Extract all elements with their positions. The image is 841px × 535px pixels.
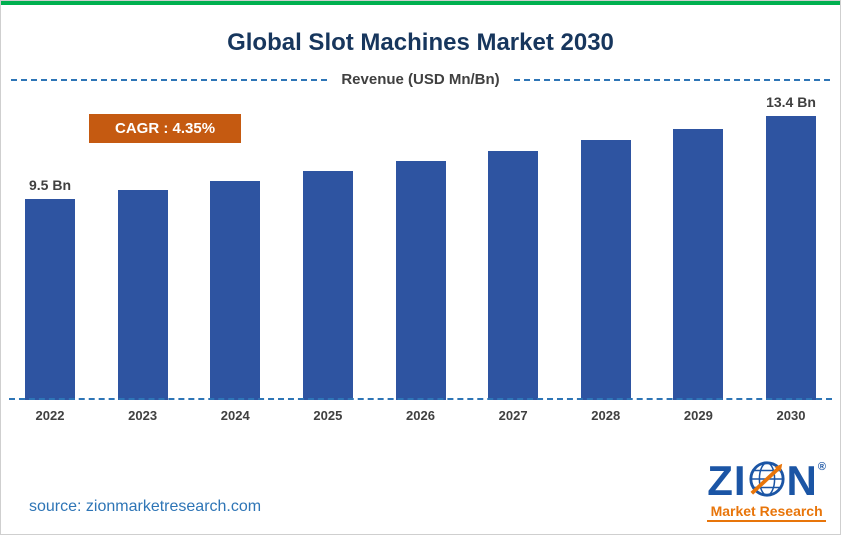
bar-2030 — [766, 116, 816, 400]
x-tick-2025: 2025 — [313, 408, 343, 423]
x-axis-labels: 2022 2023 2024 2025 2026 2027 2028 2029 2030 — [25, 408, 816, 423]
x-tick-2024: 2024 — [220, 408, 250, 423]
zion-logo-word: Z I N ® — [707, 460, 826, 502]
top-border — [1, 1, 840, 5]
zion-logo: Z I N ® Market Research — [707, 460, 826, 522]
bar-2023 — [117, 190, 168, 400]
chart-subtitle: Revenue (USD Mn/Bn) — [341, 71, 500, 88]
bar-column-2026 — [395, 139, 446, 400]
logo-letter-z: Z — [707, 457, 734, 504]
x-tick-2022: 2022 — [35, 408, 65, 423]
left-dashed-rule — [11, 78, 328, 81]
bar-value-label: 9.5 Bn — [28, 177, 71, 193]
bar-2029 — [673, 129, 724, 400]
bar-column-2024 — [210, 159, 261, 400]
bar-column-2029 — [673, 107, 724, 400]
bar-column-2027 — [488, 129, 539, 400]
subtitle-row: Revenue (USD Mn/Bn) — [11, 71, 830, 88]
bar-column-2025 — [302, 149, 353, 400]
x-tick-2030: 2030 — [776, 408, 806, 423]
chart-title: Global Slot Machines Market 2030 — [227, 29, 614, 56]
bar-column-2023 — [117, 168, 168, 400]
globe-icon — [748, 460, 786, 502]
logo-letter-n: N — [786, 457, 818, 504]
logo-tagline: Market Research — [707, 503, 826, 522]
bar-2025 — [302, 171, 353, 400]
bars-container: 9.5 Bn 13.4 Bn — [25, 92, 816, 400]
right-dashed-rule — [513, 78, 830, 81]
x-tick-2027: 2027 — [498, 408, 528, 423]
x-tick-2026: 2026 — [406, 408, 435, 423]
bar-2026 — [395, 161, 446, 400]
footer: source: zionmarketresearch.com Z I — [1, 460, 840, 534]
cagr-badge: CAGR : 4.35% — [89, 114, 242, 143]
x-axis-line — [9, 398, 832, 400]
bar-column-2028 — [580, 118, 631, 400]
plot-area: CAGR : 4.35% 9.5 Bn 13.4 Bn — [1, 92, 840, 400]
bar-2027 — [488, 151, 539, 400]
x-tick-2028: 2028 — [591, 408, 621, 423]
registered-mark: ® — [817, 461, 826, 473]
bar-value-label: 13.4 Bn — [766, 94, 816, 110]
bar-2022 — [25, 199, 75, 400]
x-tick-2023: 2023 — [128, 408, 158, 423]
bar-2024 — [210, 181, 261, 400]
bar-column-2030: 13.4 Bn — [766, 94, 816, 400]
bar-2028 — [580, 140, 631, 400]
logo-letter-i: I — [733, 457, 747, 504]
bar-column-2022: 9.5 Bn — [25, 177, 75, 400]
x-tick-2029: 2029 — [683, 408, 713, 423]
source-text: source: zionmarketresearch.com — [29, 498, 262, 515]
